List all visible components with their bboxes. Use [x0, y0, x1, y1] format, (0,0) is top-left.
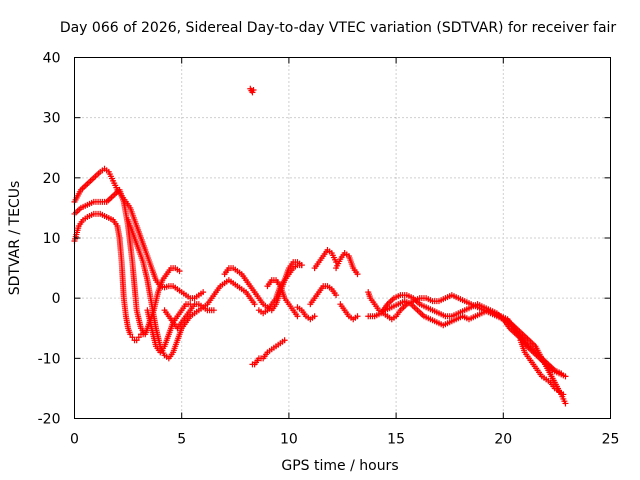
data-point: [251, 301, 258, 308]
x-tick-label: 25: [602, 432, 620, 448]
chart-title: Day 066 of 2026, Sidereal Day-to-day VTE…: [60, 20, 617, 36]
x-tick-label: 5: [177, 432, 186, 448]
axis-ticks: 0 5 10 15 20 25 -20 -10 0 10 20 30 40: [38, 51, 620, 448]
x-tick-label: 15: [387, 432, 405, 448]
x-tick-label: 0: [70, 432, 79, 448]
y-tick-label: -10: [38, 351, 61, 367]
y-tick-label: 30: [43, 111, 61, 127]
data-point: [250, 86, 257, 93]
y-tick-label: -20: [38, 412, 61, 428]
y-tick-label: 40: [43, 51, 61, 67]
data-point: [562, 400, 569, 407]
data-point: [127, 331, 134, 338]
data-point: [135, 334, 142, 341]
data-point: [354, 313, 361, 320]
data-point: [298, 262, 305, 269]
x-tick-label: 20: [494, 432, 512, 448]
data-point: [294, 313, 301, 320]
y-axis-label: SDTVAR / TECUs: [7, 181, 23, 296]
data-point: [210, 307, 217, 314]
data-point: [133, 337, 140, 344]
x-tick-label: 10: [280, 432, 298, 448]
data-point: [354, 271, 361, 278]
data-point: [140, 331, 147, 338]
data-point: [176, 268, 183, 275]
data-point: [560, 391, 567, 398]
data-point: [562, 373, 569, 380]
data-point: [311, 313, 318, 320]
y-tick-label: 10: [43, 231, 61, 247]
data-point: [129, 334, 136, 341]
data-point: [200, 289, 207, 296]
data-points: [71, 85, 569, 407]
data-point: [333, 292, 340, 299]
x-axis-label: GPS time / hours: [281, 458, 398, 474]
data-point: [281, 337, 288, 344]
grid: [74, 57, 611, 419]
y-tick-label: 20: [43, 171, 61, 187]
data-point: [558, 370, 565, 377]
y-tick-label: 0: [52, 291, 61, 307]
